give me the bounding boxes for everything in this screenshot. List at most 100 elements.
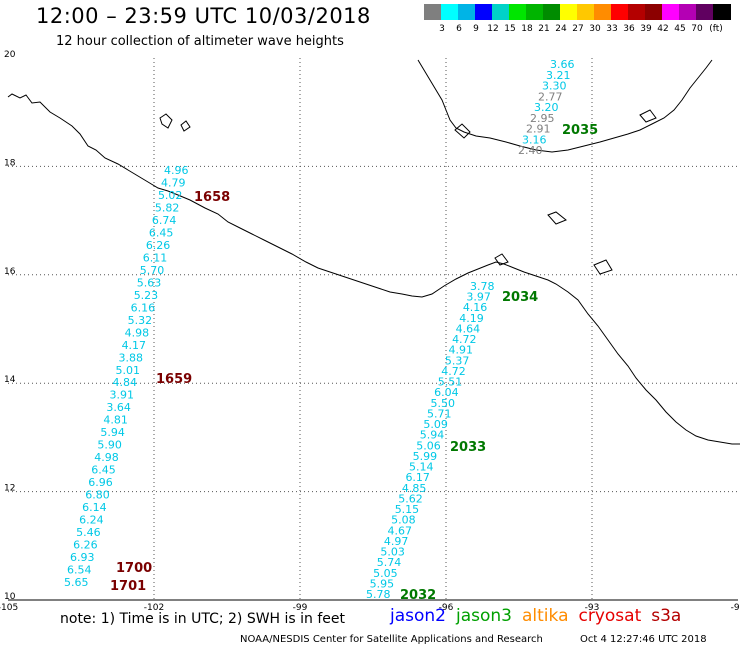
mexico-pacific-coast [7,93,740,445]
swh-value: 6.26 [73,539,98,552]
legend-label: 12 [487,24,499,34]
swh-value: 5.90 [97,439,122,452]
map-title: 12:00 – 23:59 UTC 10/03/2018 [36,4,371,28]
lat-label: 10 [4,592,16,602]
swh-value: 6.93 [70,551,95,564]
legend-swatch [594,4,612,20]
legend-swatch [611,4,629,20]
legend-swatch [577,4,595,20]
swh-value: 5.15 [395,503,420,516]
swh-value: 6.45 [149,226,174,239]
legend-label: 39 [640,24,652,34]
swh-value: 6.45 [91,464,116,477]
pass-time-label: 2032 [400,588,436,603]
legend-swatch [526,4,544,20]
swh-value: 5.03 [380,546,405,559]
swh-value: 2.40 [518,144,543,157]
legend-swatch [662,4,680,20]
swh-value: 5.05 [373,567,398,580]
legend-unit: (ft) [709,24,723,34]
footer-credit: NOAA/NESDIS Center for Satellite Applica… [240,634,543,645]
swh-value: 6.14 [82,501,107,514]
swh-value: 6.54 [67,564,92,577]
lat-label: 16 [4,267,16,277]
islet-3 [454,123,471,139]
lat-lon-grid [8,58,738,601]
swh-value: 5.74 [377,556,402,569]
swh-value: 4.98 [125,326,150,339]
legend-label: 27 [572,24,584,34]
swh-value: 6.26 [146,239,171,252]
pass-time-label: 1701 [110,579,146,594]
legend-label: 33 [606,24,618,34]
legend-swatch [560,4,578,20]
lat-label: 18 [4,158,16,168]
swh-value: 4.79 [161,176,186,189]
swh-value: 3.88 [119,351,144,364]
swh-value: 3.97 [466,291,491,304]
swh-value: 5.09 [423,418,448,431]
lon-label: -93 [585,603,600,613]
swh-value: 5.06 [416,439,441,452]
legend-label: 42 [657,24,669,34]
swh-value: 4.85 [402,482,427,495]
swh-value: 6.96 [88,476,113,489]
swh-value: 5.23 [134,289,159,302]
islet-4 [547,211,567,225]
swh-value: 4.17 [122,339,147,352]
satellite-s3a: s3a [651,606,682,626]
swh-value: 5.65 [64,576,89,589]
lon-label: -90 [731,603,740,613]
pass-time-label: 1700 [116,561,152,576]
lon-label: -99 [293,603,308,613]
swh-value: 5.63 [137,276,162,289]
legend-label: 21 [538,24,550,34]
legend-label: 24 [555,24,567,34]
legend-swatch [645,4,663,20]
legend-swatch [509,4,527,20]
islet-5 [593,259,613,275]
swh-value: 5.14 [409,461,434,474]
islet-2 [180,120,191,132]
satellite-jason3: jason3 [456,606,512,626]
lon-label: -102 [144,603,164,613]
swh-value: 4.96 [164,164,189,177]
coastline [7,59,740,445]
swh-value: 5.46 [76,526,101,539]
swh-value: 2.91 [526,123,551,136]
note-text: note: 1) Time is in UTC; 2) SWH is in fe… [60,611,346,627]
satellite-jason2: jason2 [390,606,446,626]
legend-swatch [543,4,561,20]
swh-value: 4.81 [103,414,128,427]
swh-value: 3.64 [106,401,131,414]
swh-value: 6.24 [79,514,104,527]
legend-label: 30 [589,24,601,34]
islet-6 [494,253,509,266]
legend-swatch [475,4,493,20]
swh-value: 5.99 [413,450,438,463]
swh-value: 5.08 [391,514,416,527]
swh-value: 6.11 [143,251,168,264]
swh-value: 4.91 [448,344,473,357]
swh-value: 3.91 [109,389,134,402]
legend-swatch [424,4,442,20]
swh-value: 5.37 [445,354,470,367]
legend-swatch [441,4,459,20]
legend-swatch [713,4,731,20]
swh-value: 5.82 [155,201,180,214]
lat-label: 14 [4,375,16,385]
lat-label: 20 [4,50,16,60]
footer-timestamp: Oct 4 12:27:46 UTC 2018 [580,634,707,645]
legend-label: 45 [674,24,686,34]
swh-value: 5.70 [140,264,165,277]
legend-label: 70 [691,24,703,34]
swh-value: 5.50 [431,397,456,410]
swh-value: 5.01 [116,364,141,377]
satellite-legend: jason2 jason3 altika cryosat s3a [390,606,691,626]
swh-value: 3.16 [522,133,547,146]
swh-value: 6.16 [131,301,156,314]
map-subtitle: 12 hour collection of altimeter wave hei… [56,34,344,49]
swh-value: 4.64 [456,322,481,335]
legend-swatch [679,4,697,20]
